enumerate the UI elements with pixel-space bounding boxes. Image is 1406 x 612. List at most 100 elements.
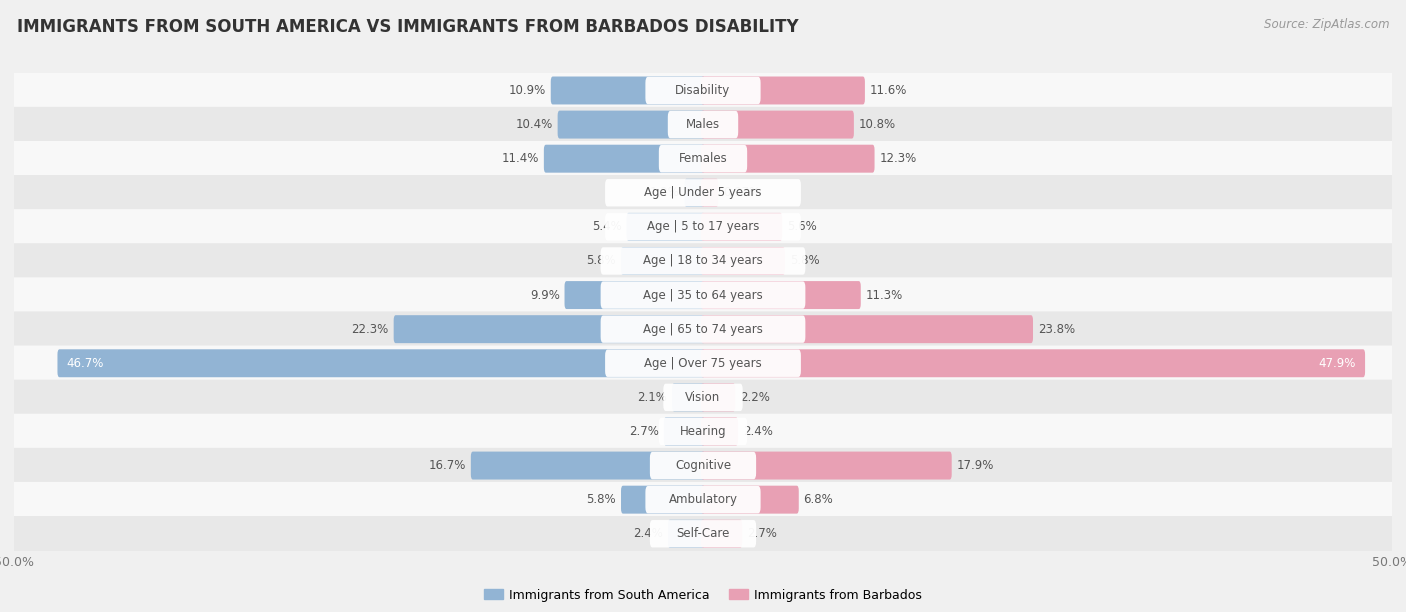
FancyBboxPatch shape: [650, 452, 756, 479]
FancyBboxPatch shape: [672, 383, 704, 411]
FancyBboxPatch shape: [605, 179, 801, 206]
FancyBboxPatch shape: [600, 247, 806, 275]
Text: Males: Males: [686, 118, 720, 131]
FancyBboxPatch shape: [621, 247, 704, 275]
FancyBboxPatch shape: [14, 312, 1392, 347]
FancyBboxPatch shape: [471, 452, 704, 480]
FancyBboxPatch shape: [668, 520, 704, 548]
FancyBboxPatch shape: [702, 315, 1033, 343]
Text: 5.6%: 5.6%: [787, 220, 817, 233]
Text: 5.8%: 5.8%: [586, 255, 616, 267]
Text: 10.9%: 10.9%: [509, 84, 546, 97]
FancyBboxPatch shape: [702, 417, 738, 446]
FancyBboxPatch shape: [14, 141, 1392, 176]
FancyBboxPatch shape: [14, 209, 1392, 245]
FancyBboxPatch shape: [14, 379, 1392, 415]
Text: 5.8%: 5.8%: [586, 493, 616, 506]
Text: 2.1%: 2.1%: [637, 391, 668, 404]
Text: Vision: Vision: [685, 391, 721, 404]
FancyBboxPatch shape: [600, 316, 806, 343]
FancyBboxPatch shape: [702, 144, 875, 173]
FancyBboxPatch shape: [668, 111, 738, 138]
Text: Age | 18 to 34 years: Age | 18 to 34 years: [643, 255, 763, 267]
FancyBboxPatch shape: [702, 520, 742, 548]
Text: 2.2%: 2.2%: [740, 391, 770, 404]
FancyBboxPatch shape: [702, 383, 735, 411]
Text: Source: ZipAtlas.com: Source: ZipAtlas.com: [1264, 18, 1389, 31]
Text: Age | 5 to 17 years: Age | 5 to 17 years: [647, 220, 759, 233]
Text: 12.3%: 12.3%: [879, 152, 917, 165]
FancyBboxPatch shape: [659, 418, 747, 445]
FancyBboxPatch shape: [394, 315, 704, 343]
Text: Females: Females: [679, 152, 727, 165]
FancyBboxPatch shape: [621, 486, 704, 513]
Text: Cognitive: Cognitive: [675, 459, 731, 472]
Text: 46.7%: 46.7%: [66, 357, 104, 370]
Text: 17.9%: 17.9%: [956, 459, 994, 472]
Text: 2.7%: 2.7%: [628, 425, 659, 438]
FancyBboxPatch shape: [659, 145, 747, 173]
FancyBboxPatch shape: [664, 384, 742, 411]
Text: 6.8%: 6.8%: [804, 493, 834, 506]
FancyBboxPatch shape: [702, 76, 865, 105]
Text: 5.4%: 5.4%: [592, 220, 621, 233]
Text: 1.2%: 1.2%: [650, 186, 679, 200]
FancyBboxPatch shape: [58, 349, 704, 377]
Text: Age | Under 5 years: Age | Under 5 years: [644, 186, 762, 200]
FancyBboxPatch shape: [14, 448, 1392, 483]
FancyBboxPatch shape: [565, 281, 704, 309]
FancyBboxPatch shape: [702, 111, 853, 138]
FancyBboxPatch shape: [14, 414, 1392, 449]
Text: 16.7%: 16.7%: [429, 459, 465, 472]
Text: Ambulatory: Ambulatory: [668, 493, 738, 506]
Text: 11.6%: 11.6%: [870, 84, 907, 97]
Text: Self-Care: Self-Care: [676, 528, 730, 540]
FancyBboxPatch shape: [702, 452, 952, 480]
FancyBboxPatch shape: [14, 482, 1392, 517]
Text: 10.4%: 10.4%: [516, 118, 553, 131]
Text: Age | 35 to 64 years: Age | 35 to 64 years: [643, 289, 763, 302]
Text: 10.8%: 10.8%: [859, 118, 896, 131]
FancyBboxPatch shape: [558, 111, 704, 138]
FancyBboxPatch shape: [14, 277, 1392, 313]
Text: 5.8%: 5.8%: [790, 255, 820, 267]
Text: 9.9%: 9.9%: [530, 289, 560, 302]
FancyBboxPatch shape: [645, 77, 761, 104]
Text: IMMIGRANTS FROM SOUTH AMERICA VS IMMIGRANTS FROM BARBADOS DISABILITY: IMMIGRANTS FROM SOUTH AMERICA VS IMMIGRA…: [17, 18, 799, 36]
Text: 47.9%: 47.9%: [1319, 357, 1357, 370]
Text: 11.4%: 11.4%: [502, 152, 538, 165]
FancyBboxPatch shape: [685, 179, 704, 207]
FancyBboxPatch shape: [14, 73, 1392, 108]
Text: Disability: Disability: [675, 84, 731, 97]
FancyBboxPatch shape: [702, 486, 799, 513]
Text: Age | 65 to 74 years: Age | 65 to 74 years: [643, 323, 763, 335]
FancyBboxPatch shape: [605, 213, 801, 241]
FancyBboxPatch shape: [605, 349, 801, 377]
Text: 2.4%: 2.4%: [633, 528, 664, 540]
Text: 2.4%: 2.4%: [742, 425, 773, 438]
Text: 11.3%: 11.3%: [866, 289, 903, 302]
Legend: Immigrants from South America, Immigrants from Barbados: Immigrants from South America, Immigrant…: [479, 584, 927, 606]
FancyBboxPatch shape: [627, 213, 704, 241]
FancyBboxPatch shape: [544, 144, 704, 173]
FancyBboxPatch shape: [14, 346, 1392, 381]
FancyBboxPatch shape: [14, 107, 1392, 143]
FancyBboxPatch shape: [702, 281, 860, 309]
Text: Hearing: Hearing: [679, 425, 727, 438]
Text: Age | Over 75 years: Age | Over 75 years: [644, 357, 762, 370]
Text: 23.8%: 23.8%: [1038, 323, 1076, 335]
FancyBboxPatch shape: [551, 76, 704, 105]
FancyBboxPatch shape: [650, 520, 756, 547]
FancyBboxPatch shape: [664, 417, 704, 446]
Text: 22.3%: 22.3%: [352, 323, 389, 335]
FancyBboxPatch shape: [702, 213, 782, 241]
Text: 0.97%: 0.97%: [723, 186, 761, 200]
FancyBboxPatch shape: [14, 243, 1392, 278]
FancyBboxPatch shape: [14, 175, 1392, 211]
FancyBboxPatch shape: [702, 349, 1365, 377]
FancyBboxPatch shape: [645, 486, 761, 513]
FancyBboxPatch shape: [702, 247, 785, 275]
FancyBboxPatch shape: [600, 282, 806, 308]
FancyBboxPatch shape: [702, 179, 718, 207]
FancyBboxPatch shape: [14, 516, 1392, 551]
